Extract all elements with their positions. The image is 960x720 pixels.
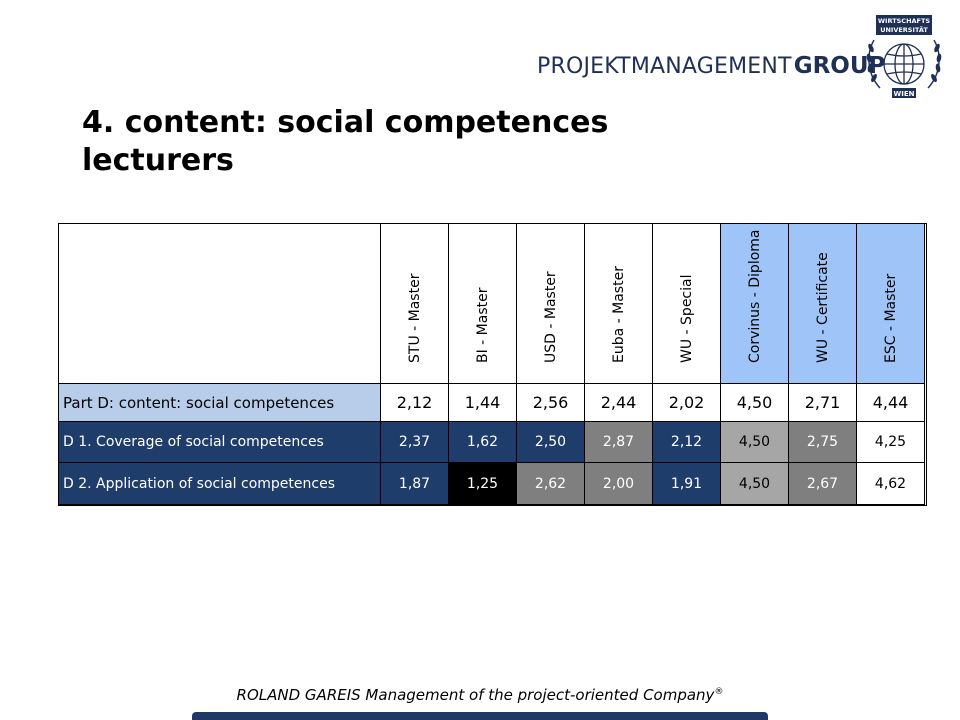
value-cell: 2,50 <box>517 422 585 463</box>
value: 2,87 <box>602 434 635 450</box>
value-cell: 2,67 <box>789 463 857 505</box>
seal-mid-text: UNIVERSITÄT <box>880 25 928 34</box>
column-header: STU - Master <box>381 224 449 384</box>
column-header: BI - Master <box>449 224 517 384</box>
value-cell: 2,71 <box>789 384 857 422</box>
column-header-label: Euba - Master <box>610 266 627 363</box>
value-cell: 1,87 <box>381 463 449 505</box>
value: 4,25 <box>874 434 907 450</box>
value: 4,44 <box>872 393 909 412</box>
value-cell: 1,62 <box>449 422 517 463</box>
row-label-cell: D 2. Application of social competences <box>59 463 381 505</box>
column-header-label: Corvinus - Diploma <box>746 229 763 364</box>
brand-wordmark: PROJEKTMANAGEMENT GROUP <box>537 50 885 82</box>
value: 1,87 <box>398 475 431 492</box>
seal-bottom-text: WIEN <box>894 90 915 98</box>
row-label-cell: Part D: content: social competences <box>59 384 381 422</box>
value-cell: 4,50 <box>721 463 789 505</box>
footer-caption: ROLAND GAREIS Management of the project-… <box>236 686 715 704</box>
column-header: ESC - Master <box>857 224 925 384</box>
value: 2,00 <box>602 475 635 492</box>
value: 2,75 <box>806 434 839 450</box>
row-label-cell: D 1. Coverage of social competences <box>59 422 381 463</box>
value-cell: 2,62 <box>517 463 585 505</box>
value: 2,37 <box>398 434 431 450</box>
value-cell: 2,00 <box>585 463 653 505</box>
value-cell: 1,91 <box>653 463 721 505</box>
value-cell: 2,75 <box>789 422 857 463</box>
column-header-label: WU - Special <box>678 274 695 363</box>
value: 2,67 <box>806 475 839 492</box>
value: 2,02 <box>668 393 705 412</box>
header-blank-cell <box>59 224 381 384</box>
value: 2,50 <box>534 434 567 450</box>
column-header: Corvinus - Diploma <box>721 224 789 384</box>
value: 2,56 <box>532 393 569 412</box>
row-label: D 2. Application of social competences <box>63 475 336 492</box>
value: 1,62 <box>466 434 499 450</box>
value-cell: 2,12 <box>653 422 721 463</box>
row-label: D 1. Coverage of social competences <box>63 434 324 450</box>
value-cell: 4,62 <box>857 463 925 505</box>
university-seal-logo: WIRTSCHAFTS UNIVERSITÄT WIEN <box>866 15 942 98</box>
value: 2,71 <box>804 393 841 412</box>
results-table: STU - Master BI - Master USD - Master Euba … <box>58 223 927 506</box>
page-title: 4. content: social competences lecturers <box>82 104 642 180</box>
value-cell: 2,56 <box>517 384 585 422</box>
value: 2,62 <box>534 475 567 492</box>
registered-mark: ® <box>714 687 724 697</box>
value: 4,62 <box>874 475 907 492</box>
value: 2,44 <box>600 393 637 412</box>
value-cell: 4,50 <box>721 422 789 463</box>
column-header-label: USD - Master <box>542 271 559 363</box>
value: 2,12 <box>670 434 703 450</box>
column-header: USD - Master <box>517 224 585 384</box>
value-cell: 2,02 <box>653 384 721 422</box>
value: 4,50 <box>736 393 773 412</box>
column-header: WU - Certificate <box>789 224 857 384</box>
value-cell: 4,25 <box>857 422 925 463</box>
value-cell: 2,87 <box>585 422 653 463</box>
column-header-label: ESC - Master <box>882 273 899 363</box>
row-label: Part D: content: social competences <box>63 393 335 412</box>
column-header-label: BI - Master <box>474 287 491 364</box>
footer-bar <box>192 712 768 720</box>
footer-text: ROLAND GAREIS Management of the project-… <box>192 686 768 704</box>
value: 1,91 <box>670 475 703 492</box>
value-cell: 2,37 <box>381 422 449 463</box>
value-cell: 4,50 <box>721 384 789 422</box>
title-line-2: lecturers <box>82 143 234 178</box>
value: 4,50 <box>738 434 771 450</box>
value-cell: 2,12 <box>381 384 449 422</box>
value-cell: 2,44 <box>585 384 653 422</box>
column-header-label: WU - Certificate <box>814 252 831 363</box>
value-cell: 1,44 <box>449 384 517 422</box>
value-cell: 1,25 <box>449 463 517 505</box>
seal-top-text: WIRTSCHAFTS <box>878 17 931 25</box>
value: 4,50 <box>738 475 771 492</box>
value: 1,25 <box>466 475 499 492</box>
column-header: Euba - Master <box>585 224 653 384</box>
column-header: WU - Special <box>653 224 721 384</box>
brand-light-text: PROJEKTMANAGEMENT <box>537 53 792 79</box>
column-header-label: STU - Master <box>406 273 423 363</box>
value: 2,12 <box>396 393 433 412</box>
value: 1,44 <box>464 393 501 412</box>
title-line-1: 4. content: social competences <box>82 105 609 140</box>
value-cell: 4,44 <box>857 384 925 422</box>
